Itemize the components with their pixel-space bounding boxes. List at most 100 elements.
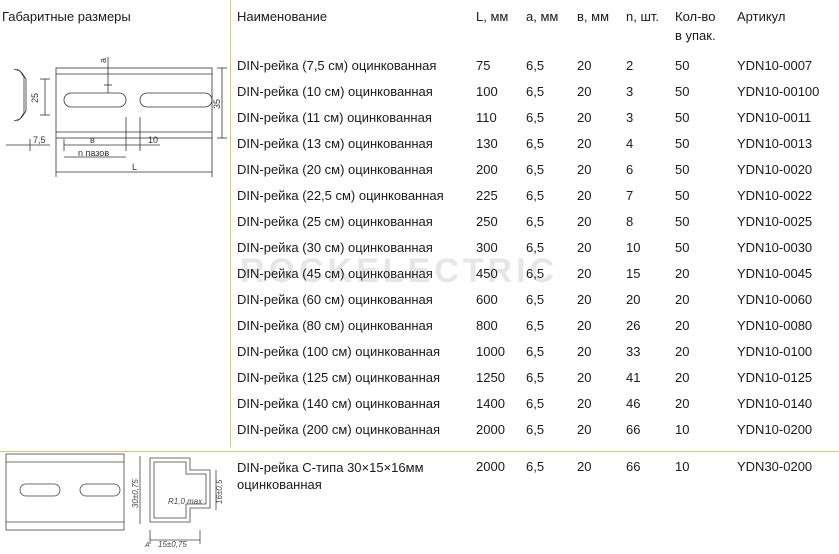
cell-name: DIN-рейка (7,5 см) оцинкованная [237,58,437,73]
cell-l: 600 [476,292,498,307]
table-row: DIN-рейка (7,5 см) оцинкованная 75 6,5 20 2 5… [0,58,839,84]
cell-l: 110 [476,110,497,125]
cell-b: 20 [577,266,592,281]
cell-n: 66 [626,422,641,437]
cell-article: YDN10-0025 [737,214,813,229]
cell-n: 33 [626,344,641,359]
cell-a: 6,5 [526,266,545,281]
cell-n: 20 [626,292,641,307]
table-row: DIN-рейка (22,5 см) оцинкованная 225 6,5 20… [0,188,839,214]
cell-b: 20 [577,292,592,307]
table-row: DIN-рейка (200 см) оцинкованная 2000 6,5 20… [0,422,839,448]
table-row: DIN-рейка (45 см) оцинкованная 450 6,5 20 15… [0,266,839,292]
cell-qty: 10 [675,422,690,437]
cell-l: 1400 [476,396,505,411]
qty-header: Кол-во в упак. [675,9,716,44]
cell-name: DIN-рейка (20 см) оцинкованная [237,162,433,177]
cell-b: 20 [577,396,592,411]
cell-article: YDN10-0013 [737,136,813,151]
dim-L-label: L [132,162,137,172]
cell-name: DIN-рейка (25 см) оцинкованная [237,214,433,229]
cell-n: 6 [626,162,634,177]
cell-b: 20 [577,240,592,255]
cell-article: YDN10-0140 [737,396,813,411]
cell-qty: 20 [675,292,690,307]
cell-a: 6,5 [526,58,545,73]
cell-a: 6,5 [526,318,545,333]
table-row: DIN-рейка (20 см) оцинкованная 200 6,5 20 6 5… [0,162,839,188]
cell-l: 75 [476,58,491,73]
cell-article: YDN10-0200 [737,422,813,437]
cell-l: 250 [476,214,498,229]
dim-15-label: 15±0,75 [158,540,187,549]
cell-name: DIN-рейка (140 см) оцинкованная [237,396,441,411]
cell-a: 6,5 [526,370,545,385]
cell-qty: 50 [675,58,690,73]
cell-l: 100 [476,84,498,99]
length-header: L, мм [476,9,509,24]
table-row: DIN-рейка (25 см) оцинкованная 250 6,5 20 8 5… [0,214,839,240]
cell-l: 450 [476,266,498,281]
cell-article: YDN10-0007 [737,58,813,73]
cell-name: DIN-рейка (80 см) оцинкованная [237,318,433,333]
qty-header-line1: Кол-во [675,9,716,24]
table-row: DIN-рейка (100 см) оцинкованная 1000 6,5 20… [0,344,839,370]
cell-name: DIN-рейка (30 см) оцинкованная [237,240,433,255]
cell-qty: 50 [675,214,690,229]
cell-a: 6,5 [526,162,545,177]
cell-a: 6,5 [526,240,545,255]
cell-qty: 20 [675,266,690,281]
table-row: DIN-рейка (10 см) оцинкованная 100 6,5 20 3 5… [0,84,839,110]
table-row: DIN-рейка (140 см) оцинкованная 1400 6,5 20… [0,396,839,422]
cell-name: DIN-рейка (10 см) оцинкованная [237,84,433,99]
cell-qty: 50 [675,162,690,177]
cell-b: 20 [577,214,592,229]
cell-n: 15 [626,266,641,281]
cell-name: DIN-рейка (100 см) оцинкованная [237,344,441,359]
dim-16-label: 16±0,5 [215,479,224,504]
dim-b-label: в [90,135,95,145]
cell-a: 6,5 [526,422,545,437]
table-row: DIN-рейка (11 см) оцинкованная 110 6,5 20 3 5… [0,110,839,136]
column-divider [230,0,231,447]
dim-35-label: 35 [212,99,222,109]
ctype-article: YDN30-0200 [737,459,813,474]
cell-b: 20 [577,188,592,203]
dim-30-label: 30±0,75 [131,479,140,508]
cell-n: 3 [626,84,634,99]
din-rail-drawing: a 25 35 7,5 в 10 n пазов L [6,57,227,177]
cell-b: 20 [577,344,592,359]
dim-a-marker: A [144,542,150,549]
ctype-name: DIN-рейка С-типа 30×15×16мм оцинкованная [237,460,424,492]
table-row: DIN-рейка (13 см) оцинкованная 130 6,5 20 4 5… [0,136,839,162]
cell-l: 200 [476,162,498,177]
ctype-length: 2000 [476,459,505,474]
dim-10-label: 10 [148,135,158,145]
cell-a: 6,5 [526,84,545,99]
cell-a: 6,5 [526,110,545,125]
name-header: Наименование [237,9,328,24]
dimensions-header: Габаритные размеры [2,9,131,24]
cell-name: DIN-рейка (60 см) оцинкованная [237,292,433,307]
cell-article: YDN10-0060 [737,292,813,307]
cell-qty: 50 [675,110,690,125]
dim-a-label: a [98,58,108,63]
dim-25-label: 25 [30,93,40,103]
cell-a: 6,5 [526,396,545,411]
table-row: DIN-рейка (80 см) оцинкованная 800 6,5 20 26… [0,318,839,344]
cell-a: 6,5 [526,188,545,203]
table-row: DIN-рейка (60 см) оцинкованная 600 6,5 20 20… [0,292,839,318]
cell-qty: 20 [675,370,690,385]
cell-b: 20 [577,318,592,333]
cell-qty: 50 [675,240,690,255]
a-header: а, мм [526,9,559,24]
article-header: Артикул [737,9,786,24]
cell-l: 1250 [476,370,505,385]
cell-b: 20 [577,422,592,437]
cell-qty: 50 [675,188,690,203]
cell-article: YDN10-0011 [737,110,812,125]
cell-n: 26 [626,318,641,333]
cell-article: YDN10-0080 [737,318,813,333]
cell-a: 6,5 [526,136,545,151]
b-header: в, мм [577,9,610,24]
